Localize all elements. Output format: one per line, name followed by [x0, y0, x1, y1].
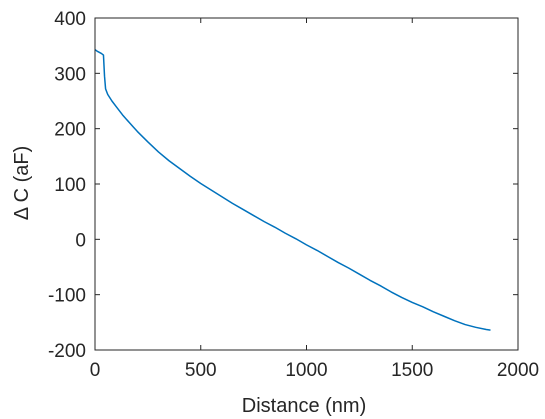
- y-tick-label: -200: [48, 341, 86, 362]
- y-tick-label: 200: [54, 120, 86, 141]
- x-tick-label: 0: [90, 360, 101, 381]
- axes-box: [94, 17, 519, 351]
- y-tick-label: -100: [48, 286, 86, 307]
- x-tick-label: 500: [185, 360, 217, 381]
- x-axis-label: Distance (nm): [242, 395, 366, 417]
- y-tick-label: 100: [54, 175, 86, 196]
- plot-area: [94, 17, 519, 351]
- x-tick-label: 2000: [497, 360, 539, 381]
- y-tick-label: 300: [54, 64, 86, 85]
- x-tick-label: 1500: [391, 360, 433, 381]
- y-tick-label: 0: [75, 230, 86, 251]
- y-axis-ticks: -200 -100 0 100 200 300 400: [48, 9, 518, 362]
- y-tick-label: 400: [54, 9, 86, 30]
- x-tick-label: 1000: [285, 360, 327, 381]
- x-axis-ticks: 0 500 1000 1500 2000: [90, 18, 539, 381]
- y-axis-label: Δ C (aF): [11, 146, 33, 220]
- series-line-0: [94, 48, 491, 331]
